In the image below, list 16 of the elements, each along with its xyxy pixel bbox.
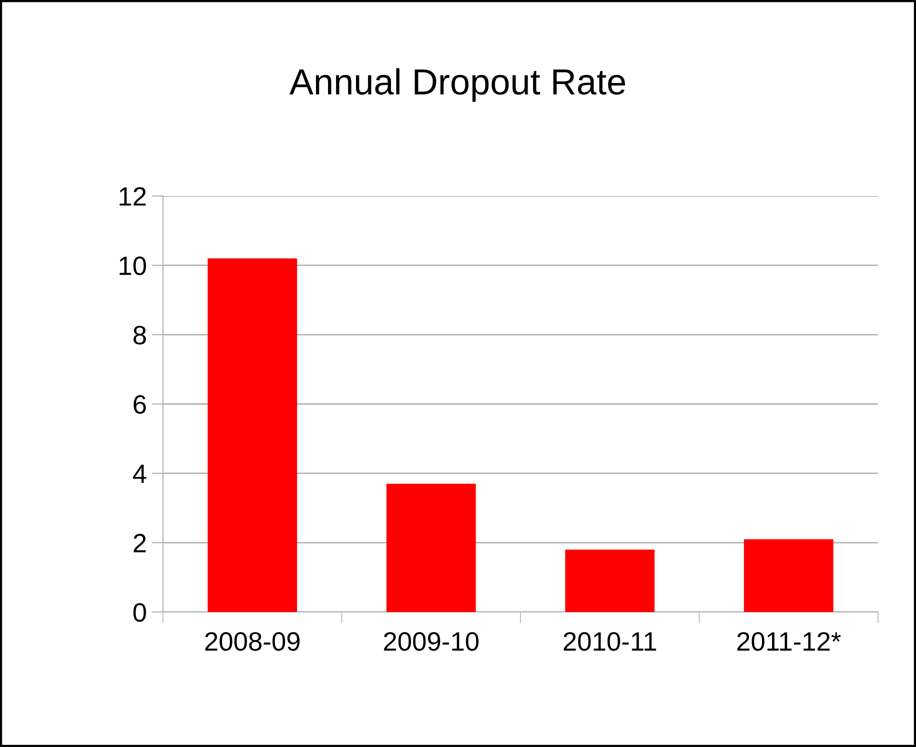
- bar: [208, 258, 298, 612]
- y-tick-label: 4: [132, 464, 146, 483]
- y-tick-label: 12: [120, 187, 146, 206]
- y-tick-label: 10: [120, 256, 146, 276]
- bar: [386, 484, 476, 612]
- x-tick-label: 2010-11: [564, 632, 656, 651]
- y-tick-label: 8: [134, 326, 146, 344]
- x-tick-label: 2011-12*: [737, 632, 841, 651]
- y-tick-label: 2: [134, 534, 146, 552]
- bar: [744, 539, 834, 612]
- y-tick-label: 0: [133, 603, 146, 622]
- x-tick-label: 2008-09: [205, 632, 300, 651]
- bar: [565, 550, 655, 612]
- y-tick-label: 6: [134, 395, 146, 414]
- chart-title: Annual Dropout Rate: [289, 68, 626, 102]
- x-tick-label: 2009-10: [384, 632, 479, 651]
